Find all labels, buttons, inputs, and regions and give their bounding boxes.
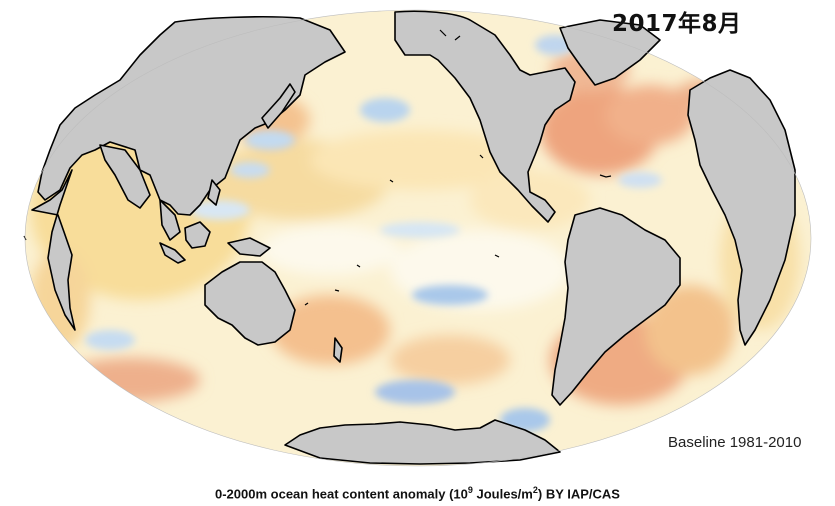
island — [479, 154, 484, 159]
warm-patch — [60, 358, 200, 402]
cool-patch — [375, 380, 455, 404]
island — [454, 35, 461, 41]
cool-patch — [190, 200, 250, 220]
land-layer — [31, 10, 796, 465]
map-caption: 0-2000m ocean heat content anomaly (109 … — [0, 485, 835, 501]
greenland-landmass — [559, 19, 661, 86]
baseline-label: Baseline 1981-2010 — [668, 434, 802, 451]
antarctica-landmass — [284, 419, 561, 465]
island — [334, 289, 340, 292]
cool-patch — [230, 162, 270, 178]
cool-patch — [618, 172, 662, 188]
globe-outline — [24, 9, 812, 467]
cool-patch — [360, 98, 410, 122]
india-landmass — [99, 144, 151, 209]
island — [439, 29, 447, 37]
island — [599, 174, 612, 178]
warm-patch — [645, 285, 735, 375]
caption-part-2: Joules/m — [472, 486, 533, 502]
cool-patch — [245, 130, 295, 150]
southeast-asia-landmass — [159, 199, 181, 241]
philippines-landmass — [207, 179, 221, 206]
sumatra-landmass — [159, 242, 186, 264]
islands — [23, 29, 612, 306]
south-america-landmass — [551, 207, 681, 406]
island — [389, 179, 394, 183]
new-guinea-landmass — [227, 237, 271, 257]
caption-exponent-1: 9 — [467, 485, 473, 495]
europe-africa-east-landmass — [687, 69, 796, 346]
new-zealand-landmass — [333, 337, 343, 363]
island — [356, 264, 361, 268]
australia-landmass — [204, 261, 296, 346]
eurasia-west-landmass — [37, 15, 346, 216]
borneo-landmass — [184, 221, 211, 249]
caption-exponent-2: 2 — [532, 485, 538, 495]
island — [304, 302, 309, 306]
africa-landmass — [31, 169, 76, 331]
date-label: 2017年8月 — [612, 11, 742, 37]
island — [494, 254, 500, 258]
japan-landmass — [261, 83, 296, 129]
cool-patch — [412, 285, 488, 305]
caption-part-3: ) BY IAP/CAS — [537, 486, 620, 502]
warm-patch — [310, 130, 530, 190]
warm-patch — [270, 295, 390, 365]
cool-patch — [85, 330, 135, 350]
warm-patch — [605, 85, 695, 145]
neutral-patch — [260, 225, 400, 275]
warm-patch — [390, 335, 510, 385]
caption-part-1: 0-2000m ocean heat content anomaly (10 — [215, 486, 468, 502]
cool-patch — [380, 222, 460, 238]
north-america-landmass — [394, 10, 576, 223]
